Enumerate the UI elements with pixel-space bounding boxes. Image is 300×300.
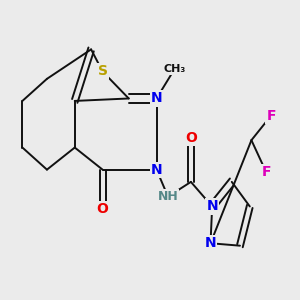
Text: NH: NH: [158, 190, 178, 203]
Text: O: O: [185, 131, 197, 145]
Text: S: S: [98, 64, 108, 79]
Text: N: N: [205, 236, 216, 250]
Text: N: N: [151, 92, 162, 106]
Text: N: N: [151, 163, 162, 177]
Text: CH₃: CH₃: [164, 64, 186, 74]
Text: F: F: [261, 165, 271, 179]
Text: N: N: [206, 200, 218, 213]
Text: O: O: [97, 202, 109, 216]
Text: F: F: [266, 109, 276, 123]
